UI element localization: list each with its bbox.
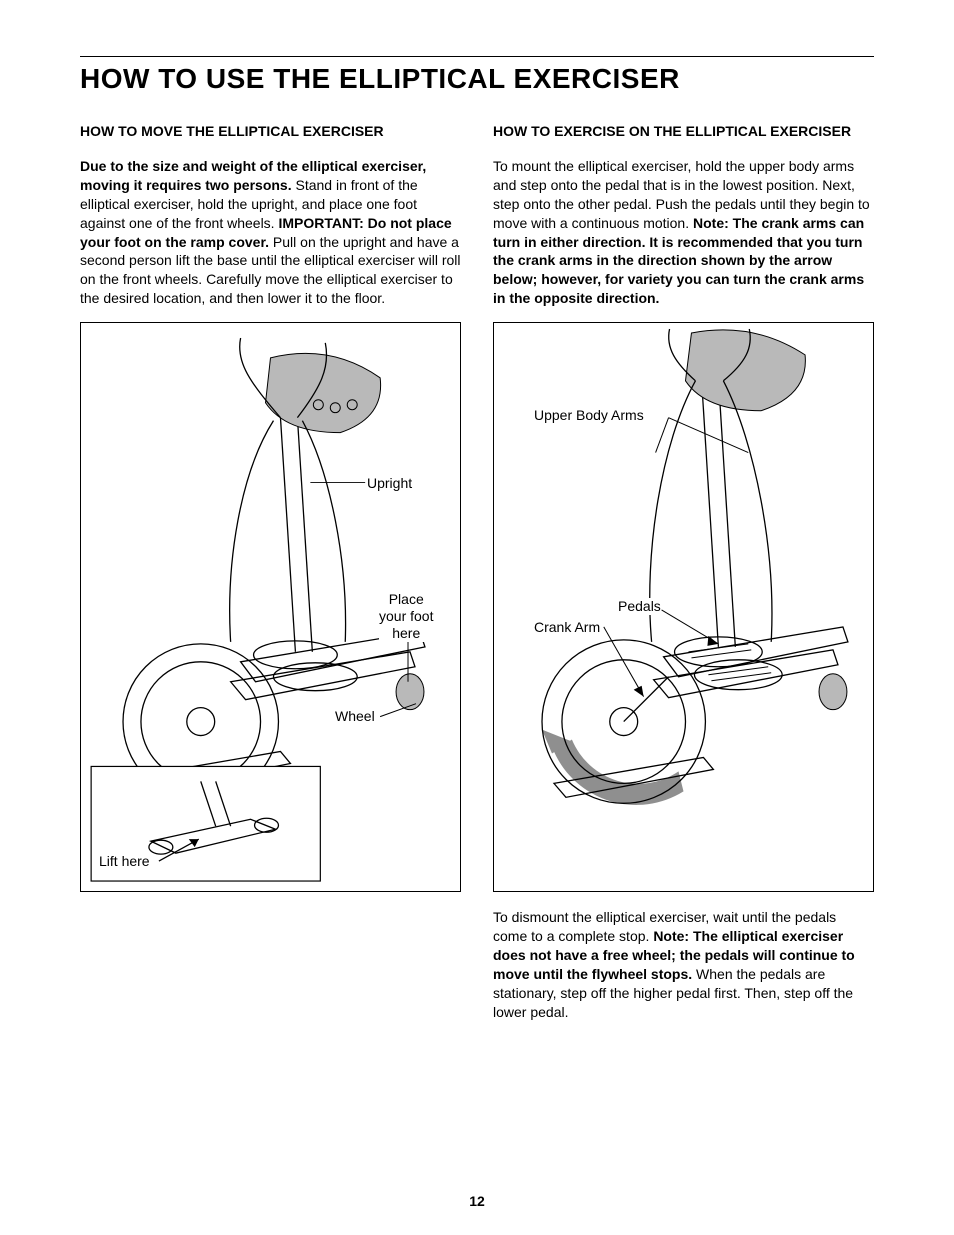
right-paragraph-1: To mount the elliptical exerciser, hold … <box>493 157 874 308</box>
label-crank-arm: Crank Arm <box>534 619 600 636</box>
label-upper-body-arms: Upper Body Arms <box>534 407 644 424</box>
right-column: HOW TO EXERCISE ON THE ELLIPTICAL EXERCI… <box>493 123 874 1035</box>
page-number: 12 <box>0 1193 954 1209</box>
two-column-layout: HOW TO MOVE THE ELLIPTICAL EXERCISER Due… <box>80 123 874 1035</box>
figure-exercise: Upper Body Arms Pedals Crank Arm <box>493 322 874 892</box>
figure-move: Upright Place your foot here Wheel Lift … <box>80 322 461 892</box>
label-wheel: Wheel <box>335 708 375 725</box>
top-rule <box>80 56 874 57</box>
label-lift-here: Lift here <box>99 853 150 870</box>
page-title: HOW TO USE THE ELLIPTICAL EXERCISER <box>80 63 874 95</box>
label-upright: Upright <box>367 475 412 492</box>
right-paragraph-2: To dismount the elliptical exerciser, wa… <box>493 908 874 1021</box>
left-paragraph: Due to the size and weight of the ellipt… <box>80 157 461 308</box>
left-heading: HOW TO MOVE THE ELLIPTICAL EXERCISER <box>80 123 461 139</box>
left-column: HOW TO MOVE THE ELLIPTICAL EXERCISER Due… <box>80 123 461 1035</box>
label-pedals: Pedals <box>618 598 661 615</box>
label-place-foot: Place your foot here <box>379 591 433 641</box>
right-heading: HOW TO EXERCISE ON THE ELLIPTICAL EXERCI… <box>493 123 874 139</box>
